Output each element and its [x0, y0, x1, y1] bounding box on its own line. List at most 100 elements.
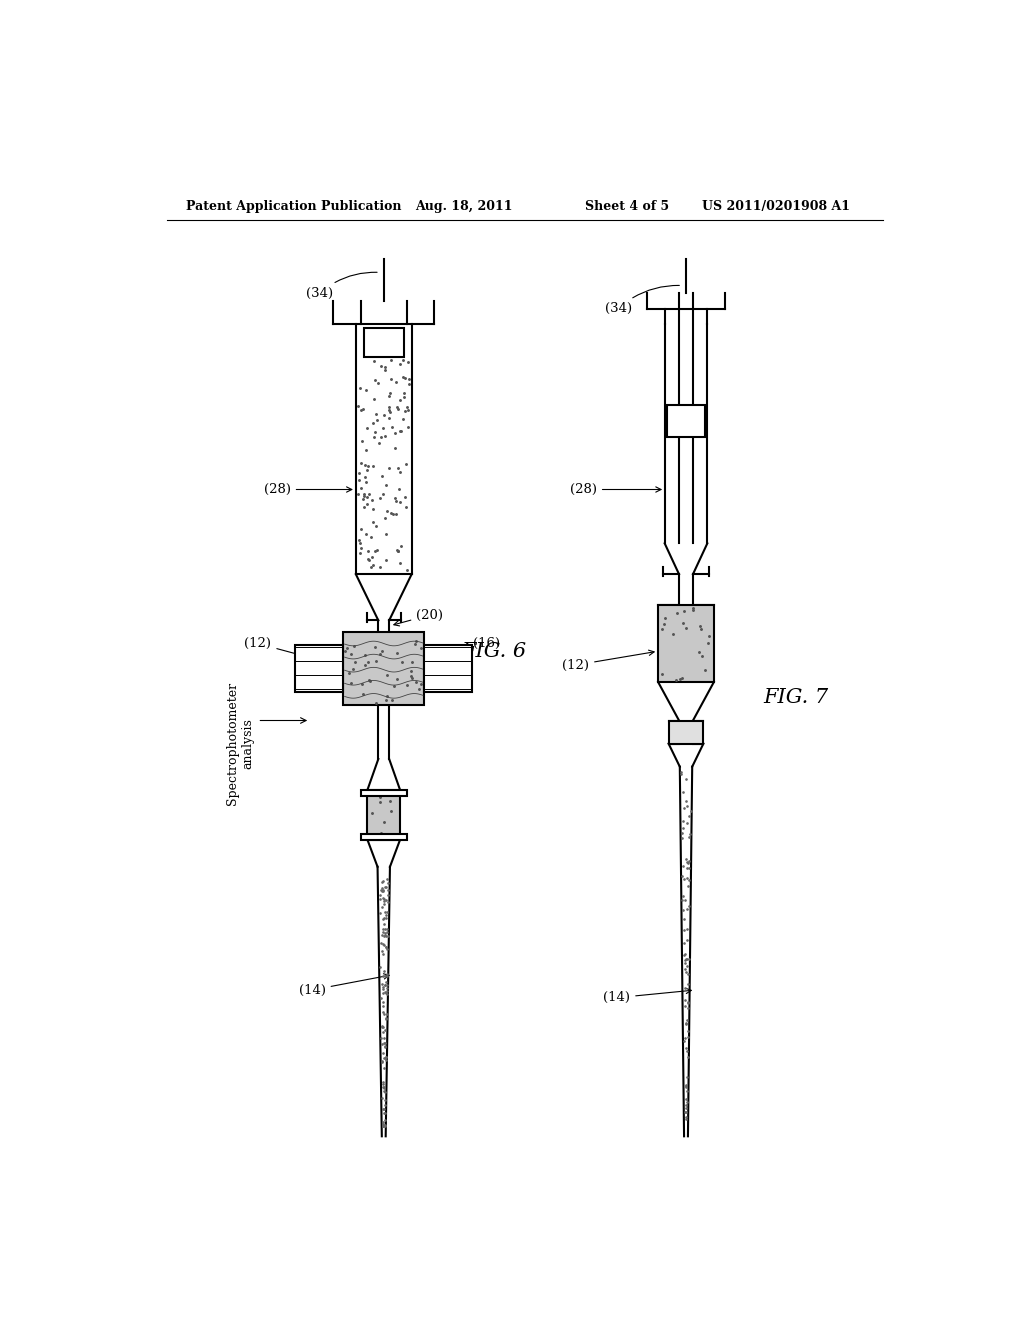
Point — [377, 974, 393, 995]
Point — [380, 891, 396, 912]
Point — [676, 932, 692, 953]
Point — [376, 925, 392, 946]
Point — [359, 549, 376, 570]
Point — [374, 940, 390, 961]
Point — [375, 879, 391, 900]
Point — [377, 1035, 393, 1056]
Point — [350, 396, 367, 417]
Point — [376, 935, 392, 956]
Point — [400, 351, 417, 372]
Point — [343, 644, 359, 665]
Point — [676, 919, 692, 940]
Point — [374, 466, 390, 487]
Point — [378, 972, 394, 993]
Point — [389, 539, 406, 560]
Text: Aug. 18, 2011: Aug. 18, 2011 — [415, 199, 512, 213]
Point — [374, 1034, 390, 1055]
Point — [375, 887, 391, 908]
Text: (28): (28) — [264, 483, 352, 496]
Point — [369, 540, 385, 561]
Point — [413, 673, 429, 694]
Point — [357, 523, 374, 544]
Point — [365, 554, 381, 576]
Point — [376, 960, 392, 981]
Point — [384, 417, 400, 438]
Point — [355, 486, 372, 507]
Point — [674, 890, 690, 911]
Point — [375, 919, 391, 940]
Point — [677, 958, 693, 979]
Point — [691, 615, 708, 636]
Point — [679, 899, 695, 920]
Point — [684, 598, 700, 619]
Point — [375, 944, 391, 965]
Point — [397, 496, 414, 517]
Bar — [343, 632, 424, 705]
Point — [678, 1076, 694, 1097]
Point — [351, 543, 368, 564]
Text: Sheet 4 of 5: Sheet 4 of 5 — [586, 199, 670, 213]
Point — [382, 791, 398, 812]
Point — [359, 651, 376, 672]
Point — [368, 651, 384, 672]
Point — [375, 965, 391, 986]
Point — [377, 876, 393, 898]
Point — [383, 368, 399, 389]
Point — [375, 1115, 391, 1137]
Point — [385, 504, 401, 525]
Point — [375, 933, 391, 954]
Point — [367, 421, 383, 442]
Point — [677, 944, 693, 965]
Point — [389, 396, 406, 417]
Point — [372, 643, 388, 664]
Point — [411, 678, 427, 700]
Point — [378, 1047, 394, 1068]
Point — [680, 964, 696, 985]
Point — [678, 949, 694, 970]
Text: FIG. 6: FIG. 6 — [461, 642, 526, 661]
Point — [377, 1089, 393, 1110]
Point — [355, 496, 372, 517]
Point — [679, 1040, 695, 1061]
Point — [377, 1032, 393, 1053]
Point — [379, 664, 395, 685]
Point — [388, 490, 404, 511]
Point — [653, 663, 670, 684]
Point — [676, 797, 692, 818]
Point — [675, 899, 691, 920]
Point — [679, 796, 695, 817]
Bar — [364, 327, 403, 358]
Point — [373, 1028, 389, 1049]
Point — [677, 1102, 693, 1123]
Point — [678, 1107, 694, 1129]
Point — [395, 350, 412, 371]
Point — [369, 409, 385, 430]
Point — [376, 1048, 392, 1069]
Point — [678, 849, 694, 870]
Point — [680, 1027, 696, 1048]
Point — [653, 619, 670, 640]
Point — [399, 560, 416, 581]
Point — [679, 1067, 695, 1088]
Point — [392, 492, 409, 513]
Point — [685, 599, 701, 620]
Point — [678, 1076, 694, 1097]
Point — [678, 791, 694, 812]
Point — [352, 478, 369, 499]
Point — [382, 383, 398, 404]
Point — [372, 888, 388, 909]
Point — [351, 378, 368, 399]
Point — [381, 397, 397, 418]
Point — [349, 483, 366, 504]
Point — [377, 1094, 393, 1115]
Point — [380, 879, 396, 900]
Text: (14): (14) — [603, 989, 691, 1005]
Point — [680, 853, 696, 874]
Point — [375, 1115, 391, 1137]
Point — [375, 1098, 391, 1119]
Point — [374, 1015, 390, 1036]
Point — [699, 632, 716, 653]
Point — [678, 1102, 694, 1123]
Point — [395, 408, 412, 429]
Point — [356, 454, 373, 475]
